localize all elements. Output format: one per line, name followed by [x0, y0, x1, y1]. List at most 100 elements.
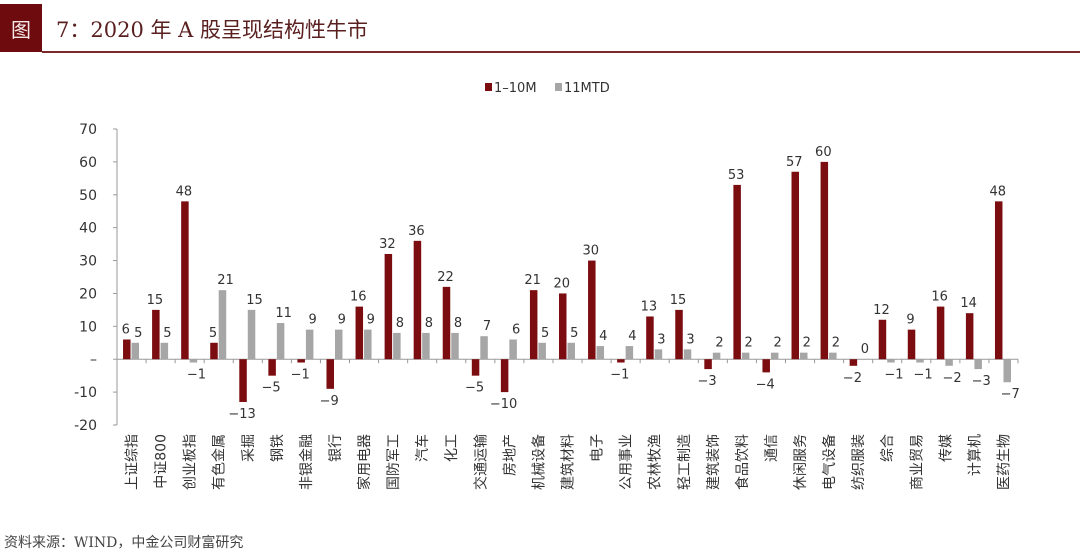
- bar-1-10m: [355, 306, 364, 360]
- data-label: 30: [583, 244, 600, 259]
- bar-11mtd: [480, 336, 488, 360]
- bar-1-10m: [500, 359, 509, 393]
- y-tick-label: -20: [74, 418, 97, 434]
- bar-1-10m: [617, 359, 625, 363]
- x-tick-label: 通信: [764, 434, 780, 462]
- bar-1-10m: [152, 309, 160, 360]
- data-label: 16: [931, 290, 948, 305]
- data-label: 3: [657, 332, 665, 347]
- x-tick-label: 电气设备: [821, 434, 838, 490]
- data-label: 9: [906, 313, 914, 328]
- data-label: 5: [134, 326, 142, 341]
- bar-11mtd: [276, 323, 285, 360]
- data-label: −3: [972, 374, 991, 389]
- x-tick-label: 上证综指: [125, 434, 141, 490]
- x-tick-label: 休闲服务: [793, 434, 809, 490]
- x-tick-label: 交通运输: [472, 434, 489, 490]
- bar-1-10m: [471, 359, 480, 376]
- bar-11mtd: [974, 359, 982, 370]
- data-label: −9: [320, 394, 339, 409]
- x-tick-label: 医药生物: [996, 434, 1012, 490]
- bar-1-10m: [733, 184, 741, 360]
- legend-swatch: [555, 83, 562, 91]
- x-tick-label: 传媒: [938, 434, 954, 462]
- bar-11mtd: [305, 329, 314, 360]
- bar-1-10m: [268, 359, 276, 376]
- data-label: 48: [176, 184, 193, 199]
- data-label: 8: [425, 316, 433, 331]
- data-label: −10: [490, 397, 517, 412]
- y-tick-label: 10: [79, 319, 97, 335]
- data-label: 0: [861, 342, 869, 357]
- bar-11mtd: [1003, 359, 1011, 383]
- data-label: −1: [187, 368, 206, 383]
- bar-1-10m: [529, 290, 538, 360]
- x-tick-label: 建筑装饰: [706, 434, 722, 490]
- y-tick-label: 20: [79, 286, 97, 302]
- bar-1-10m: [326, 359, 334, 389]
- data-label: 21: [217, 273, 234, 288]
- x-tick-label: 有色金属: [211, 434, 228, 490]
- title-rule: [42, 51, 1080, 53]
- data-label: 12: [873, 303, 890, 318]
- x-tick-label: 纺织服装: [851, 434, 867, 490]
- bar-1-10m: [123, 339, 131, 360]
- data-label: −1: [291, 368, 310, 383]
- bar-11mtd: [247, 309, 256, 360]
- x-tick-label: 农林牧渔: [648, 434, 664, 490]
- x-tick-label: 化工: [444, 434, 460, 462]
- bar-11mtd: [364, 329, 372, 360]
- bar-1-10m: [181, 201, 189, 360]
- x-tick-label: 建筑材料: [561, 434, 577, 490]
- data-label: −2: [843, 371, 862, 386]
- data-label: 36: [408, 224, 425, 239]
- data-label: 9: [309, 313, 317, 328]
- bar-11mtd: [509, 339, 517, 360]
- data-label: 13: [641, 299, 658, 314]
- bar-11mtd: [712, 352, 721, 360]
- bar-1-10m: [878, 319, 887, 360]
- x-tick-label: 中证800: [154, 434, 170, 489]
- source-note: 资料来源：WIND，中金公司财富研究: [4, 535, 244, 551]
- data-label: 15: [246, 293, 263, 308]
- bar-1-10m: [588, 260, 596, 360]
- data-label: 5: [570, 326, 578, 341]
- bar-1-10m: [646, 316, 654, 360]
- data-label: 53: [728, 168, 745, 183]
- data-label: 48: [989, 184, 1006, 199]
- y-tick-label: 40: [79, 221, 97, 237]
- data-label: 2: [744, 336, 752, 351]
- bar-11mtd: [625, 346, 634, 360]
- data-label: 9: [338, 313, 346, 328]
- bar-1-10m: [675, 309, 683, 360]
- bar-11mtd: [422, 332, 430, 360]
- data-label: 21: [524, 273, 541, 288]
- data-label: 60: [815, 145, 832, 160]
- y-tick-label: –: [90, 352, 97, 368]
- x-tick-label: 汽车: [414, 434, 431, 462]
- bar-11mtd: [770, 352, 779, 360]
- x-tick-label: 创业板指: [183, 434, 199, 490]
- x-tick-label: 公用事业: [619, 434, 635, 490]
- data-label: −13: [228, 407, 255, 422]
- data-label: 6: [122, 322, 130, 337]
- data-label: 2: [803, 336, 811, 351]
- data-label: 57: [786, 155, 803, 170]
- data-label: 5: [209, 326, 217, 341]
- y-tick-label: 70: [79, 122, 97, 138]
- data-label: 22: [437, 270, 454, 285]
- bar-11mtd: [916, 359, 924, 363]
- bar-1-10m: [791, 171, 800, 360]
- data-label: 16: [350, 290, 367, 305]
- bar-1-10m: [849, 359, 858, 366]
- bar-1-10m: [820, 161, 829, 360]
- data-label: 3: [686, 332, 694, 347]
- bar-11mtd: [887, 359, 895, 363]
- bar-1-10m: [936, 306, 945, 360]
- bar-1-10m: [384, 253, 393, 360]
- bar-11mtd: [131, 342, 140, 360]
- bar-11mtd: [567, 342, 575, 360]
- bar-11mtd: [800, 352, 808, 360]
- bar-11mtd: [451, 332, 459, 360]
- y-tick-label: 50: [79, 188, 97, 204]
